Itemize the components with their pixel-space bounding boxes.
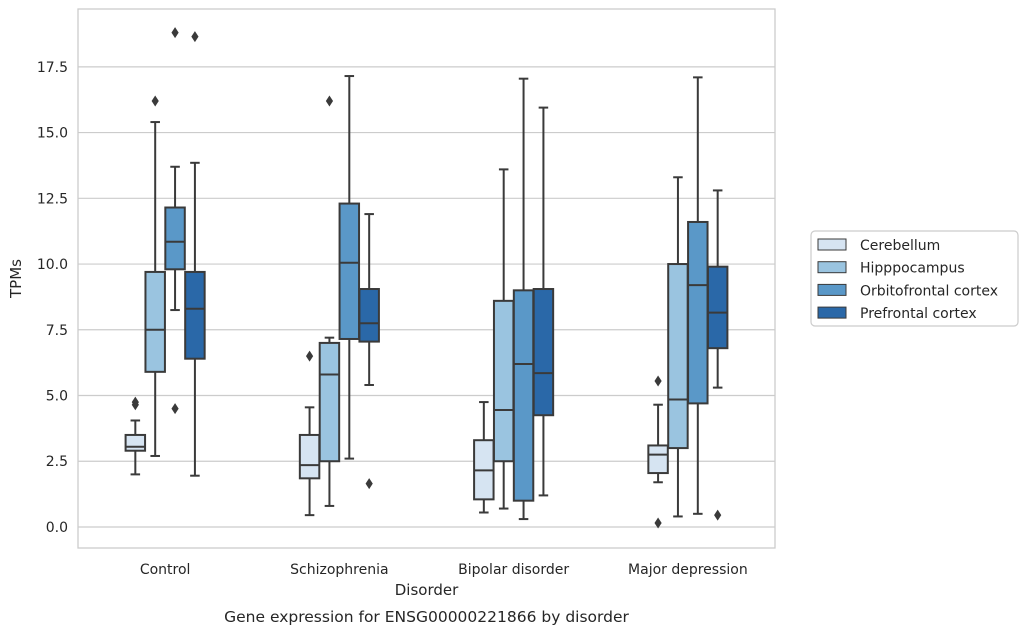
box-prefrontal-cortex-bipolar-disorder: [532, 106, 555, 497]
x-tick-label: Schizophrenia: [290, 562, 388, 578]
y-tick-label: 17.5: [37, 60, 68, 76]
y-tick-label: 10.0: [37, 257, 68, 273]
plot-frame: [77, 8, 776, 549]
box-iqr: [358, 288, 380, 343]
legend-label: Hipppocampus: [860, 261, 965, 277]
box-orbitofrontal-cortex-schizophrenia: [338, 75, 361, 460]
y-tick-label: 12.5: [37, 191, 68, 207]
legend-swatch: [817, 238, 847, 251]
legend-swatch: [817, 306, 847, 319]
box-iqr: [164, 206, 186, 271]
box-iqr: [184, 270, 206, 360]
box-hipppocampus-schizophrenia: [318, 95, 341, 507]
legend-swatch: [817, 283, 847, 296]
legend-label: Cerebellum: [860, 238, 940, 254]
outlier-point: [171, 403, 179, 415]
box-prefrontal-cortex-schizophrenia: [358, 213, 380, 490]
box-iqr: [144, 270, 166, 373]
legend-swatch: [817, 261, 847, 274]
box-iqr: [124, 433, 147, 452]
box-iqr: [492, 299, 515, 463]
box-cerebellum-bipolar-disorder: [473, 401, 495, 514]
y-tick-labels: 0.0 2.5 5.0 7.5 10.0 12.5 15.0 17.5: [37, 60, 68, 536]
outlier-point: [714, 509, 722, 521]
legend-label: Prefrontal cortex: [860, 306, 977, 322]
box-iqr: [667, 263, 689, 450]
box-iqr: [647, 444, 669, 475]
box-hipppocampus-control: [144, 95, 166, 457]
box-orbitofrontal-cortex-control: [164, 27, 186, 415]
outlier-point: [654, 375, 662, 387]
legend: Cerebellum Hipppocampus Orbitofrontal cort…: [810, 230, 1019, 327]
outlier-point: [654, 517, 662, 529]
y-tick-label: 0.0: [46, 520, 68, 536]
outlier-point: [305, 350, 314, 362]
y-axis-title: TPMs: [7, 259, 25, 299]
box-cerebellum-control: [124, 396, 147, 476]
y-tick-label: 15.0: [37, 126, 68, 142]
box-prefrontal-cortex-control: [184, 31, 206, 477]
box-iqr: [706, 265, 729, 350]
chart-caption: Gene expression for ENSG00000221866 by d…: [224, 608, 629, 626]
outlier-point: [365, 478, 373, 490]
box-iqr: [318, 341, 341, 463]
boxes-layer: [124, 27, 729, 529]
box-iqr: [512, 289, 535, 502]
legend-frame: [810, 230, 1019, 327]
box-iqr: [532, 288, 555, 417]
box-iqr: [298, 433, 321, 480]
outlier-point: [131, 396, 139, 408]
legend-label: Orbitofrontal cortex: [860, 283, 998, 299]
outlier-point: [151, 95, 159, 107]
y-tick-label: 2.5: [46, 454, 68, 470]
outlier-point: [191, 31, 199, 43]
y-tick-label: 7.5: [46, 323, 68, 339]
box-iqr: [338, 202, 361, 340]
box-orbitofrontal-cortex-major-depression: [687, 76, 709, 515]
x-axis-title: Disorder: [395, 581, 459, 599]
box-prefrontal-cortex-major-depression: [706, 189, 729, 521]
outlier-point: [325, 95, 334, 107]
x-tick-label: Control: [140, 562, 191, 578]
y-tick-label: 5.0: [46, 389, 68, 405]
box-cerebellum-schizophrenia: [298, 350, 321, 517]
box-iqr: [687, 220, 709, 405]
box-cerebellum-major-depression: [647, 375, 669, 529]
x-tick-label: Bipolar disorder: [458, 562, 569, 578]
x-tick-labels: Control Schizophrenia Bipolar disorder Majo…: [140, 562, 748, 578]
outlier-point: [171, 27, 179, 39]
x-tick-label: Major depression: [628, 562, 748, 578]
